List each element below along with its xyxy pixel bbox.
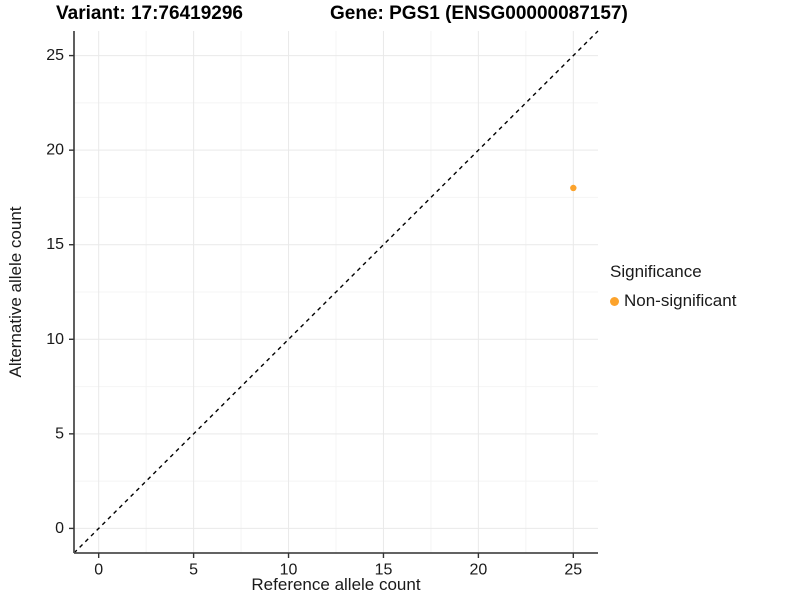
- x-tick-label: 0: [94, 561, 103, 578]
- legend-item-label: Non-significant: [624, 291, 737, 310]
- data-point: [570, 184, 577, 192]
- x-tick-label: 10: [280, 561, 298, 578]
- x-tick-label: 20: [469, 561, 487, 578]
- x-tick-label: 25: [564, 561, 582, 578]
- y-tick-label: 10: [46, 331, 64, 348]
- legend-item: Non-significant: [610, 291, 736, 311]
- y-tick-label: 15: [46, 236, 64, 253]
- y-tick-label: 5: [55, 425, 64, 442]
- y-tick-label: 0: [55, 520, 64, 537]
- x-axis-title: Reference allele count: [251, 575, 421, 594]
- legend: Significance Non-significant: [610, 262, 736, 311]
- identity-reference-line: [73, 30, 599, 554]
- y-axis-title: Alternative allele count: [6, 206, 25, 378]
- plot-title-gene: Gene: PGS1 (ENSG00000087157): [330, 3, 628, 24]
- legend-title: Significance: [610, 262, 702, 281]
- plot-title-variant: Variant: 17:76419296: [56, 3, 243, 24]
- y-tick-label: 25: [46, 47, 64, 64]
- x-tick-label: 5: [189, 561, 198, 578]
- legend-point-icon: [610, 296, 619, 306]
- y-tick-label: 20: [46, 142, 64, 159]
- x-tick-label: 15: [375, 561, 393, 578]
